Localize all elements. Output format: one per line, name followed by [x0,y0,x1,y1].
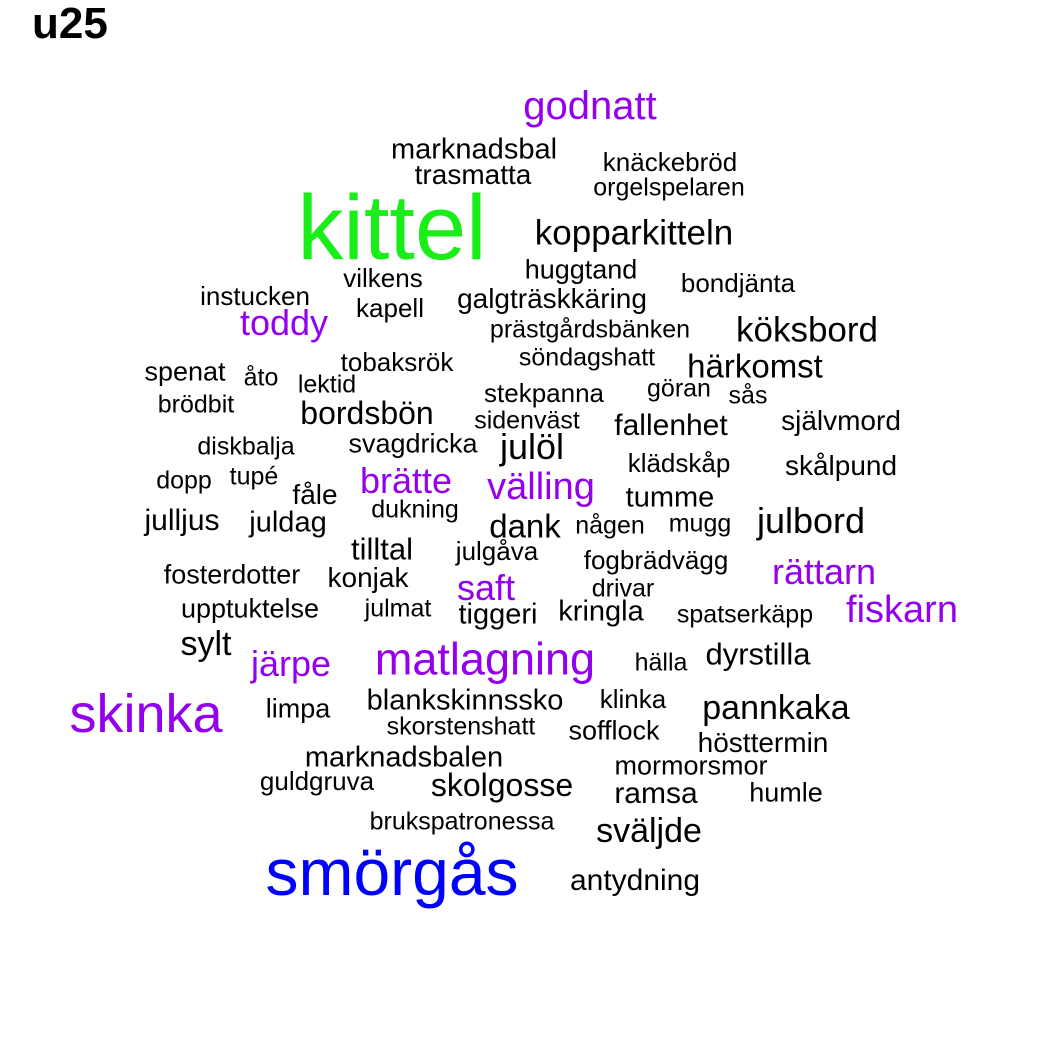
word: spenat [144,356,226,387]
word: rättarn [771,551,877,592]
word: toddy [239,302,329,343]
word: klinka [599,684,667,714]
word: tilltal [350,531,414,567]
word: fosterdotter [163,559,301,590]
word: godnatt [523,84,657,128]
word: åto [243,363,279,392]
word: upptuktelse [180,593,320,624]
word: mugg [668,509,732,538]
word: tiggeri [458,598,538,631]
word: brätte [359,460,453,501]
word: sidenväst [474,406,580,435]
word: sylt [180,625,232,663]
word: köksbord [735,310,879,350]
word: dyrstilla [705,636,811,672]
word: smörgås [265,835,519,909]
word: konjak [327,562,409,593]
word: välling [487,466,595,508]
word: sofflock [568,715,660,746]
word: vilkens [343,263,423,293]
word: tumme [625,481,715,514]
word: dopp [156,466,212,495]
word: hälla [634,648,688,677]
word: instucken [200,281,310,311]
word: fiskarn [846,589,958,631]
word: ramsa [614,777,698,810]
word: fallenhet [614,409,728,442]
word: bordsbön [300,395,434,431]
word: någen [575,511,645,540]
word: sås [728,381,768,410]
word: juldag [249,506,327,539]
word: spatserkäpp [676,600,814,629]
word: drivar [591,574,655,603]
word: guldgruva [259,766,375,796]
word: kapell [356,293,424,323]
word: lektid [297,370,357,399]
word: självmord [781,405,901,436]
word: svagdricka [348,428,478,459]
word: järpe [250,643,332,684]
word: hösttermin [697,727,829,758]
word: göran [647,374,711,403]
word: dukning [371,495,459,524]
word: kringla [558,595,644,628]
word: trasmatta [414,159,532,190]
word: matlagning [374,633,596,685]
word: galgträskkäring [457,283,647,314]
word: humle [749,777,823,808]
word: klädskåp [627,448,731,478]
word: brukspatronessa [369,807,555,836]
word: prästgårdsbänken [489,315,691,344]
word: orgelspelaren [593,173,745,202]
word: marknadsbalen [304,741,504,774]
word: söndagshatt [518,343,656,372]
word: julgåva [455,536,539,566]
word: knäckebröd [602,147,738,177]
word: julmat [364,594,432,623]
word: saft [456,567,516,608]
word: härkomst [687,347,823,385]
word: julljus [144,504,220,537]
word: skorstenshatt [386,712,536,741]
word: diskbalja [197,432,295,461]
word: antydning [569,864,701,897]
word: sväljde [596,812,702,850]
word: mormorsmor [614,750,768,781]
word: marknadsbal [390,133,558,166]
word: limpa [265,693,331,724]
word: skinka [69,684,223,744]
word: huggtand [524,254,638,285]
word: skålpund [784,450,898,481]
word: fåle [292,479,338,510]
word: stekpanna [484,378,604,408]
word: tupé [229,462,279,491]
panel-title: u25 [32,0,108,48]
word: pannkaka [702,689,850,727]
word: blankskinnssko [366,684,564,717]
word: skolgosse [430,767,574,803]
word: julöl [499,426,565,467]
word: tobaksrök [340,347,454,377]
word: dank [489,507,561,545]
word: bondjänta [680,268,796,298]
word: fogbrädvägg [583,545,729,575]
word: kittel [297,177,487,279]
word: kopparkitteln [534,213,734,253]
word: julbord [756,500,866,541]
word: brödbit [157,390,235,419]
